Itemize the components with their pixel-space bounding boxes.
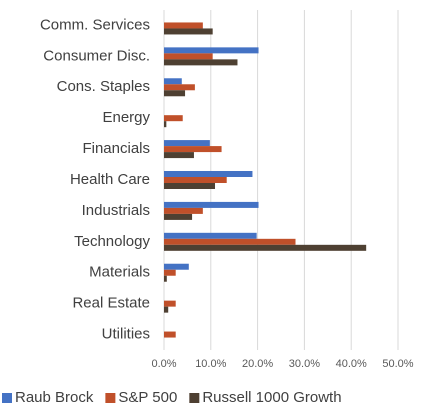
x-tick-label: 0.0% [151, 358, 176, 370]
category-label: Health Care [70, 171, 150, 188]
bar [164, 28, 213, 35]
bar [164, 331, 176, 338]
category-label: Industrials [82, 202, 150, 219]
bar [164, 53, 213, 60]
bar [164, 115, 183, 122]
category-label: Financials [82, 140, 150, 157]
bar [164, 59, 238, 66]
category-label: Utilities [102, 326, 150, 343]
bar [164, 306, 169, 313]
category-label: Energy [102, 109, 150, 126]
bar [164, 275, 167, 282]
legend-swatch [189, 393, 200, 403]
x-tick-label: 20.0% [242, 358, 273, 370]
legend-label: S&P 500 [118, 389, 177, 406]
category-label: Real Estate [72, 295, 150, 312]
bar [164, 47, 259, 54]
bar [164, 201, 259, 208]
x-tick-label: 10.0% [195, 358, 226, 370]
x-tick-label: 40.0% [336, 358, 367, 370]
category-label: Technology [74, 233, 150, 250]
category-label: Materials [89, 264, 150, 281]
bar [164, 213, 193, 220]
bar [164, 84, 195, 91]
bar [164, 238, 296, 245]
x-tick-label: 50.0% [382, 358, 413, 370]
category-label: Comm. Services [40, 16, 150, 33]
legend-swatch [2, 393, 12, 403]
bar [164, 183, 216, 189]
bar [164, 140, 210, 147]
category-label: Cons. Staples [57, 78, 150, 95]
bar [164, 146, 222, 153]
bar [164, 152, 194, 159]
legend-label: Russell 1000 Growth [202, 389, 341, 406]
bar [164, 207, 203, 214]
bar [164, 269, 176, 276]
bar [164, 232, 257, 239]
legend-swatch [105, 393, 116, 403]
x-tick-label: 30.0% [289, 358, 320, 370]
bar [164, 90, 186, 97]
bar [164, 177, 227, 183]
bar [164, 300, 176, 307]
bar [164, 263, 189, 270]
legend-label: Raub Brock [15, 389, 94, 406]
bar [164, 121, 167, 128]
bar [164, 22, 203, 29]
bar [164, 78, 182, 85]
category-label: Consumer Disc. [43, 47, 150, 64]
bar [164, 244, 367, 251]
bar [164, 171, 253, 177]
